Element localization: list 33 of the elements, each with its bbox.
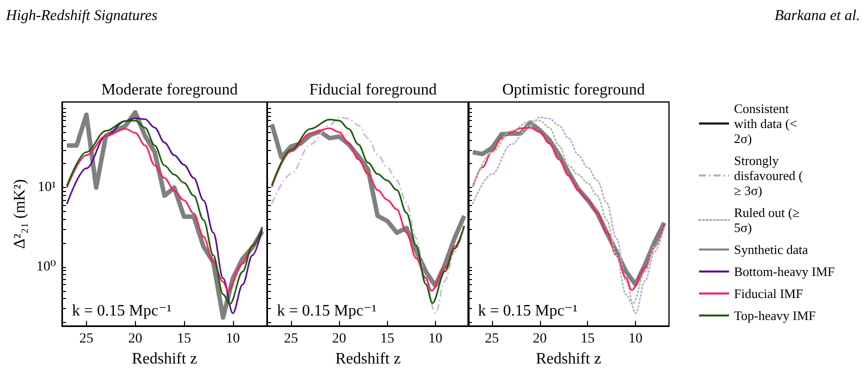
x-axis-title: Redshift z — [536, 350, 602, 368]
y-axis-title: Δ²₂₁ (mK²) — [12, 179, 28, 249]
x-tick-label: 10 — [226, 332, 240, 346]
x-tick-label: 20 — [332, 332, 346, 346]
x-tick-label: 20 — [128, 332, 142, 346]
y-tick-label: 10⁰ — [36, 259, 56, 274]
x-tick-label: 25 — [284, 332, 298, 346]
annotation: k = 0.15 Mpc⁻¹ — [478, 302, 578, 320]
chart-title: Moderate foreground — [101, 82, 238, 98]
x-tick-label: 25 — [484, 332, 499, 346]
text: Barkana et al. — [774, 8, 860, 25]
y-tick-label: 10¹ — [38, 180, 56, 196]
legend-label: Synthetic data — [734, 242, 808, 257]
legend-label: Consistent with data (< 2σ) — [734, 101, 800, 146]
legend-label: Fiducial IMF — [734, 286, 803, 301]
chart-title: Optimistic foreground — [502, 82, 645, 98]
x-tick-label: 15 — [580, 332, 595, 346]
x-axis-title: Redshift z — [335, 350, 401, 368]
x-tick-label: 20 — [532, 332, 547, 346]
x-axis-title: Redshift z — [132, 350, 198, 368]
annotation: k = 0.15 Mpc⁻¹ — [72, 302, 172, 320]
legend-label: Top-heavy IMF — [734, 308, 816, 323]
chart-title: Fiducial foreground — [309, 82, 437, 98]
annotation: k = 0.15 Mpc⁻¹ — [277, 302, 377, 320]
x-tick-label: 10 — [428, 332, 442, 346]
legend-label: Bottom-heavy IMF — [734, 264, 835, 279]
legend-label: Ruled out (≥ 5σ) — [734, 205, 803, 235]
text: High-Redshift Signatures — [6, 8, 158, 25]
x-tick-label: 10 — [628, 332, 642, 346]
x-tick-label: 15 — [177, 332, 192, 346]
x-tick-label: 15 — [380, 332, 394, 346]
legend-label: Strongly disfavoured (≥ 3σ) — [734, 153, 803, 198]
x-tick-label: 25 — [79, 332, 94, 346]
